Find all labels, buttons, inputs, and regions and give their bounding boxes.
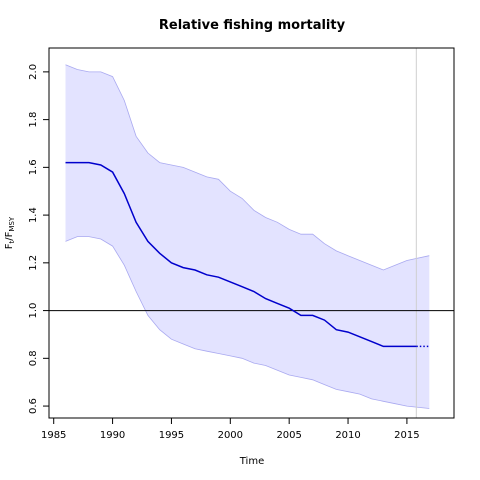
y-tick-label: 0.8 xyxy=(28,350,39,366)
y-tick-label: 1.8 xyxy=(28,112,39,128)
y-tick-label: 2.0 xyxy=(28,64,39,80)
y-tick-label: 1.6 xyxy=(28,159,39,175)
y-axis: 0.6 0.8 1.0 1.2 1.4 1.6 1.8 2.0 xyxy=(28,64,49,414)
lower-bound-line xyxy=(65,236,430,409)
x-axis: 1985 1990 1995 2000 2005 2010 2015 xyxy=(41,418,420,441)
y-axis-label-sep: /F xyxy=(4,231,15,240)
estimate-line xyxy=(65,161,417,348)
plot-layer xyxy=(49,48,454,418)
y-tick-label: 0.6 xyxy=(28,398,39,414)
chart-title: Relative fishing mortality xyxy=(159,18,346,33)
x-axis-label: Time xyxy=(239,456,264,467)
y-axis-label-main: F xyxy=(4,243,15,249)
y-tick-label: 1.2 xyxy=(28,255,39,271)
confidence-band xyxy=(65,64,430,409)
x-tick-label: 2005 xyxy=(276,430,301,441)
x-tick-label: 2010 xyxy=(335,430,360,441)
x-tick-label: 2015 xyxy=(394,430,419,441)
x-tick-label: 1995 xyxy=(159,430,184,441)
x-tick-label: 2000 xyxy=(218,430,243,441)
upper-bound-line xyxy=(65,64,430,271)
y-axis-label-sub: t xyxy=(8,240,16,243)
y-tick-label: 1.0 xyxy=(28,303,39,319)
y-tick-label: 1.4 xyxy=(28,207,39,223)
x-tick-label: 1985 xyxy=(41,430,66,441)
y-axis-label-sub2: MSY xyxy=(8,216,16,231)
y-axis-label: Ft/FMSY xyxy=(4,216,16,249)
x-tick-label: 1990 xyxy=(100,430,125,441)
plot-frame xyxy=(48,47,455,419)
